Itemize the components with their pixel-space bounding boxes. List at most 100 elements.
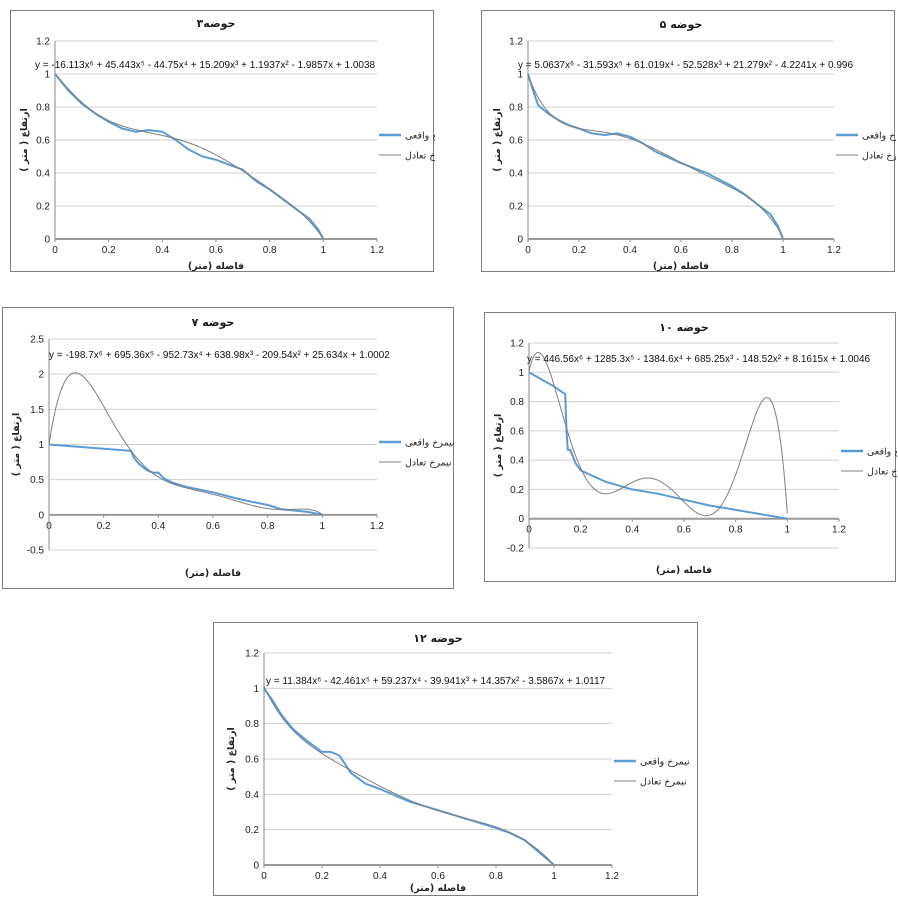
legend-label-actual-profile: نیمرخ واقعی [640, 757, 690, 768]
x-axis-label: فاصله (متر) [656, 565, 712, 576]
x-tick-label: 0.4 [155, 245, 169, 256]
chart-svg: -0.200.20.40.60.811.200.20.40.60.811.2حو… [485, 313, 897, 583]
legend-label-actual-profile: نیمرخ واقعی [862, 131, 896, 142]
y-tick-label: 0.4 [36, 169, 50, 180]
chart-svg: 0 0.2 0.4 0.6 0.8 1 1.2 0 0.2 0.4 0.6 0.8 1 1.2 حوضه ۵… [482, 11, 896, 273]
legend-label-equilibrium-profile: نیمرخ تعادل [405, 151, 435, 162]
series-line-actual-profile [55, 74, 323, 239]
y-tick-label: -0.2 [507, 544, 525, 555]
x-axis-label: فاصله (متر) [185, 568, 241, 579]
legend-label-actual-profile: نیمرخ واقعی [405, 438, 455, 449]
y-tick-label: 0.8 [510, 397, 524, 408]
trendline-equation: y = 5.0637x⁶ - 31.593x⁵ + 61.019x⁴ - 52.… [518, 60, 853, 71]
x-tick-label: 1.2 [605, 871, 619, 882]
y-tick-label: 0.2 [36, 202, 50, 213]
x-tick-label: 1 [785, 525, 791, 536]
series-line-actual-profile [264, 688, 554, 865]
y-tick-label: 0.5 [30, 475, 44, 486]
chart-title: حوضه ۱۰ [659, 321, 708, 334]
x-tick-label: 1 [551, 871, 557, 882]
y-tick-label: 0.8 [245, 719, 259, 730]
x-tick-label: 0.6 [431, 871, 445, 882]
chart-panel-basin-3: 0 0.2 0.4 0.6 0.8 1 1.2 0 0.2 0.4 0.6 0.8 1 1.2 حوضه۳ y… [10, 10, 434, 272]
y-axis-label: ارتفاع ( متر ) [226, 727, 237, 790]
y-tick-label: 1 [38, 440, 44, 451]
x-tick-label: 1 [320, 521, 326, 532]
chart-svg: 0 0.2 0.4 0.6 0.8 1 1.2 0 0.2 0.4 0.6 0.8 1 1.2 حوضه ۱… [214, 623, 699, 897]
y-tick-label: 1.2 [36, 37, 50, 48]
series-line-equilibrium-profile [529, 352, 787, 515]
y-tick-label: 0.8 [509, 103, 523, 114]
y-tick-label: 0.4 [510, 456, 524, 467]
y-tick-label: 1 [44, 70, 50, 81]
legend-label-equilibrium-profile: نیمرخ تعادل [862, 151, 896, 162]
y-tick-label: 1.2 [510, 339, 524, 350]
x-tick-label: 1.2 [827, 245, 841, 256]
y-tick-label: 0 [517, 235, 523, 246]
x-tick-label: 1 [780, 245, 786, 256]
x-tick-label: 0 [525, 245, 531, 256]
y-tick-label: 0.6 [36, 136, 50, 147]
x-tick-label: 0.8 [261, 521, 275, 532]
legend-label-equilibrium-profile: نیمرخ تعادل [640, 777, 687, 788]
x-tick-label: 0 [52, 245, 58, 256]
y-tick-label: 0 [253, 861, 259, 872]
chart-title: حوضه ۱۲ [413, 632, 462, 645]
x-tick-label: 0.4 [151, 521, 165, 532]
y-tick-label: 0.6 [245, 755, 259, 766]
x-tick-label: 0.6 [209, 245, 223, 256]
trendline-equation: y = -16.113x⁶ + 45.443x⁵ - 44.75x⁴ + 15.… [35, 60, 376, 71]
x-tick-label: 0.6 [674, 245, 688, 256]
y-axis-label: ارتفاع ( متر ) [492, 108, 503, 171]
x-tick-label: 0.8 [263, 245, 277, 256]
y-tick-label: 0.2 [510, 485, 524, 496]
x-axis-label: فاصله (متر) [410, 883, 466, 894]
series-line-equilibrium-profile [264, 686, 554, 865]
y-axis-label: ارتفاع ( متر ) [493, 414, 504, 477]
y-tick-label: -0.5 [27, 546, 45, 557]
y-tick-label: 1 [517, 70, 523, 81]
x-tick-label: 0.6 [206, 521, 220, 532]
y-tick-label: 0 [38, 510, 44, 521]
series-line-equilibrium-profile [55, 73, 323, 239]
x-tick-label: 0 [261, 871, 267, 882]
y-tick-label: 2.5 [30, 335, 44, 346]
x-axis-label: فاصله (متر) [188, 261, 244, 272]
x-tick-label: 1 [321, 245, 327, 256]
chart-svg: 0 0.2 0.4 0.6 0.8 1 1.2 0 0.2 0.4 0.6 0.8 1 1.2 حوضه۳ y… [11, 11, 435, 273]
trendline-equation: y = -198.7x⁶ + 695.36x⁵ - 952.73x⁴ + 638… [49, 350, 390, 361]
x-tick-label: 0.2 [574, 525, 588, 536]
trendline-equation: y = 446.56x⁶ + 1285.3x⁵ - 1384.6x⁴ + 685… [527, 354, 871, 365]
y-axis-label: ارتفاع ( متر ) [19, 108, 30, 171]
x-tick-label: 0.8 [489, 871, 503, 882]
legend-label-equilibrium-profile: نیمرخ تعادل [867, 467, 897, 478]
x-tick-label: 0.6 [677, 525, 691, 536]
y-tick-label: 0.4 [509, 169, 523, 180]
y-tick-label: 0.8 [36, 103, 50, 114]
y-tick-label: 0.6 [510, 426, 524, 437]
x-tick-label: 0.2 [97, 521, 111, 532]
x-tick-label: 0.2 [315, 871, 329, 882]
series-line-actual-profile [529, 372, 787, 518]
legend-label-actual-profile: نیمرخ واقعی [867, 447, 897, 458]
x-tick-label: 0.4 [623, 245, 637, 256]
x-tick-label: 1.2 [370, 521, 384, 532]
y-tick-label: 0.6 [509, 136, 523, 147]
y-tick-label: 0 [518, 514, 524, 525]
x-tick-label: 0.4 [625, 525, 639, 536]
series-line-equilibrium-profile [49, 373, 322, 515]
y-tick-label: 1 [518, 368, 524, 379]
y-tick-label: 0.2 [245, 825, 259, 836]
y-tick-label: 1.2 [245, 649, 259, 660]
y-tick-label: 1 [253, 684, 259, 695]
legend-label-actual-profile: نیمرخ واقعی [405, 131, 435, 142]
x-tick-label: 1.2 [832, 525, 846, 536]
series-line-equilibrium-profile [528, 75, 783, 237]
trendline-equation: y = 11.384x⁶ - 42.461x⁵ + 59.237x⁴ - 39.… [266, 676, 606, 687]
x-tick-label: 0.8 [729, 525, 743, 536]
x-tick-label: 0.2 [572, 245, 586, 256]
x-axis-label: فاصله (متر) [653, 261, 709, 272]
x-tick-label: 0.4 [373, 871, 387, 882]
